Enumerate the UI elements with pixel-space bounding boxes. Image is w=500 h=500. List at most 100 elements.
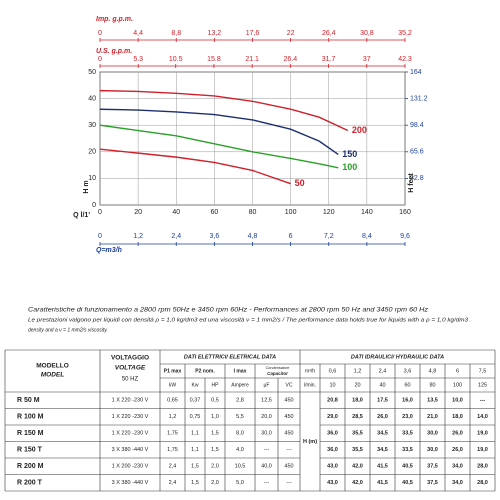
description: Caratteristiche di funzionamento a 2800 … xyxy=(28,308,428,314)
y2-axis-label: H feet xyxy=(408,173,415,193)
table-text: 19,0 xyxy=(477,447,488,453)
axis-tick-label: 22 xyxy=(287,30,295,37)
table-text: 18,0 xyxy=(352,398,363,404)
curve-label: 100 xyxy=(342,162,357,172)
x-tick-label: 0 xyxy=(98,209,102,216)
table-text: 450 xyxy=(284,464,293,470)
table-text: 5,0 xyxy=(236,480,244,486)
table-text: 23,0 xyxy=(402,414,413,420)
table-text: 1 X 220 -230 V xyxy=(112,398,149,404)
table-text: 1,2 xyxy=(169,414,177,420)
x-axis-label: Q l/1' xyxy=(73,212,90,219)
table-text: 450 xyxy=(284,431,293,437)
table-text: R 150 M xyxy=(17,430,44,437)
table-text: 8,0 xyxy=(236,431,244,437)
table-text: P1 max xyxy=(164,368,182,374)
table-text: 0,75 xyxy=(190,414,201,420)
table-text: 34,0 xyxy=(452,464,463,470)
table-text: R 200 M xyxy=(17,463,44,470)
curve xyxy=(99,124,339,169)
y-tick-label: 50 xyxy=(88,69,96,76)
table-text: 4,8 xyxy=(429,368,437,374)
curve-label: 50 xyxy=(295,178,305,188)
table-text: VOLTAGE xyxy=(115,365,146,372)
table-text: 34,5 xyxy=(377,447,388,453)
table-text: 36,0 xyxy=(327,431,338,437)
y2-tick-label: 65.6 xyxy=(410,149,424,156)
y-tick-label: 0 xyxy=(92,202,96,209)
axis-tick-label: 1,2 xyxy=(133,233,143,240)
axis-tick-label: 26.4 xyxy=(284,56,298,63)
table-text: 35,5 xyxy=(352,431,363,437)
curve-label: 150 xyxy=(342,149,357,159)
y-axis-label: H m xyxy=(83,180,90,193)
x-tick-label: 80 xyxy=(249,209,257,216)
axis-title: U.S. g.p.m. xyxy=(96,48,132,55)
table-text: 5,5 xyxy=(236,414,244,420)
table-text: 20 xyxy=(354,382,360,388)
table-text: 28,5 xyxy=(352,414,363,420)
x-tick-label: 40 xyxy=(172,209,180,216)
table-text: 0,6 xyxy=(329,368,337,374)
table-text: --- xyxy=(286,447,292,453)
axis-tick-label: 17,6 xyxy=(246,30,260,37)
axis-tick-label: 3,6 xyxy=(210,233,220,240)
table-text: 37,5 xyxy=(427,480,438,486)
table-text: 40,0 xyxy=(261,464,272,470)
curve xyxy=(99,89,349,132)
table-text: 30,0 xyxy=(427,431,438,437)
table-text: Condensatore xyxy=(266,366,290,370)
table-text: 2,0 xyxy=(211,464,219,470)
axis-tick-label: 30,8 xyxy=(360,30,374,37)
table-text: 2,0 xyxy=(211,480,219,486)
table-text: 1,5 xyxy=(211,431,219,437)
table-text: 2,8 xyxy=(236,398,244,404)
table-text: I max xyxy=(234,368,247,374)
table-text: 13,5 xyxy=(427,398,438,404)
axis-tick-label: 31.7 xyxy=(322,56,336,63)
y-tick-label: 20 xyxy=(88,149,96,156)
table-text: 6 xyxy=(456,368,459,374)
table-text: 1 X 200 -230 V xyxy=(112,464,149,470)
x-tick-label: 60 xyxy=(210,209,218,216)
y2-tick-label: 131.2 xyxy=(410,95,428,102)
table-text: 0,37 xyxy=(190,398,201,404)
x-tick-label: 140 xyxy=(361,209,373,216)
table-text: DATI IDRAULICI/ HYDRAULIC DATA xyxy=(351,354,444,360)
axis-tick-label: 7,2 xyxy=(324,233,334,240)
table-text: 14,0 xyxy=(477,414,488,420)
table-text: 20,8 xyxy=(327,398,338,404)
table-text: 43,0 xyxy=(327,464,338,470)
table-text: 0,65 xyxy=(167,398,178,404)
table-text: 50 HZ xyxy=(122,377,139,383)
table-text: Ampere xyxy=(231,382,249,388)
table-text: R 50 M xyxy=(17,397,40,404)
table-text: DATI ELETTRICI/ ELETRICAL DATA xyxy=(184,354,276,360)
axis-tick-label: 8,4 xyxy=(362,233,372,240)
table-text: 1,0 xyxy=(211,414,219,420)
table-text: 40 xyxy=(379,382,385,388)
table-text: 3 X 380 -440 V xyxy=(112,480,149,486)
table-text: 2,4 xyxy=(169,480,177,486)
y-tick-label: 10 xyxy=(88,175,96,182)
x-tick-label: 120 xyxy=(323,209,335,216)
axis-tick-label: 0 xyxy=(98,56,102,63)
table-text: 26,0 xyxy=(377,414,388,420)
table-text: Kw xyxy=(192,382,199,388)
table-text: 100 xyxy=(453,382,462,388)
axis-tick-label: 4,8 xyxy=(248,233,258,240)
curve xyxy=(99,108,339,156)
table-text: 34,5 xyxy=(377,431,388,437)
axis-tick-label: 37 xyxy=(363,56,371,63)
table-text: 26,0 xyxy=(452,447,463,453)
axis-tick-label: 35,2 xyxy=(398,30,412,37)
table-text: 16,0 xyxy=(402,398,413,404)
curve-label: 200 xyxy=(352,125,367,135)
axis-tick-label: 5.3 xyxy=(133,56,143,63)
axis-tick-label: 8,8 xyxy=(171,30,181,37)
table-text: l/min. xyxy=(304,382,316,388)
table-text: R 200 T xyxy=(17,480,43,487)
y-tick-label: 30 xyxy=(88,122,96,129)
table-text: 7,5 xyxy=(479,368,487,374)
